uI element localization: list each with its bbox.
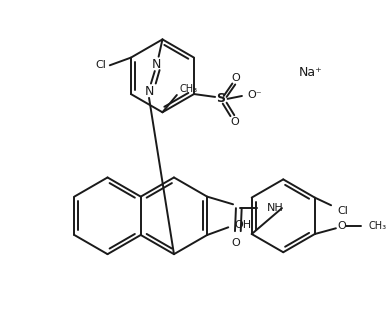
Text: O⁻: O⁻ xyxy=(248,90,262,100)
Text: CH₃: CH₃ xyxy=(369,221,386,231)
Text: S: S xyxy=(217,92,225,105)
Text: N: N xyxy=(152,58,161,71)
Text: Cl: Cl xyxy=(95,60,106,70)
Text: OH: OH xyxy=(234,220,251,230)
Text: O: O xyxy=(337,221,346,231)
Text: NH: NH xyxy=(267,203,283,213)
Text: CH₃: CH₃ xyxy=(180,84,198,94)
Text: O: O xyxy=(230,117,239,127)
Text: N: N xyxy=(144,85,154,98)
Text: O: O xyxy=(232,238,240,248)
Text: Cl: Cl xyxy=(338,206,349,216)
Text: O: O xyxy=(232,73,241,83)
Text: Na⁺: Na⁺ xyxy=(299,65,322,79)
